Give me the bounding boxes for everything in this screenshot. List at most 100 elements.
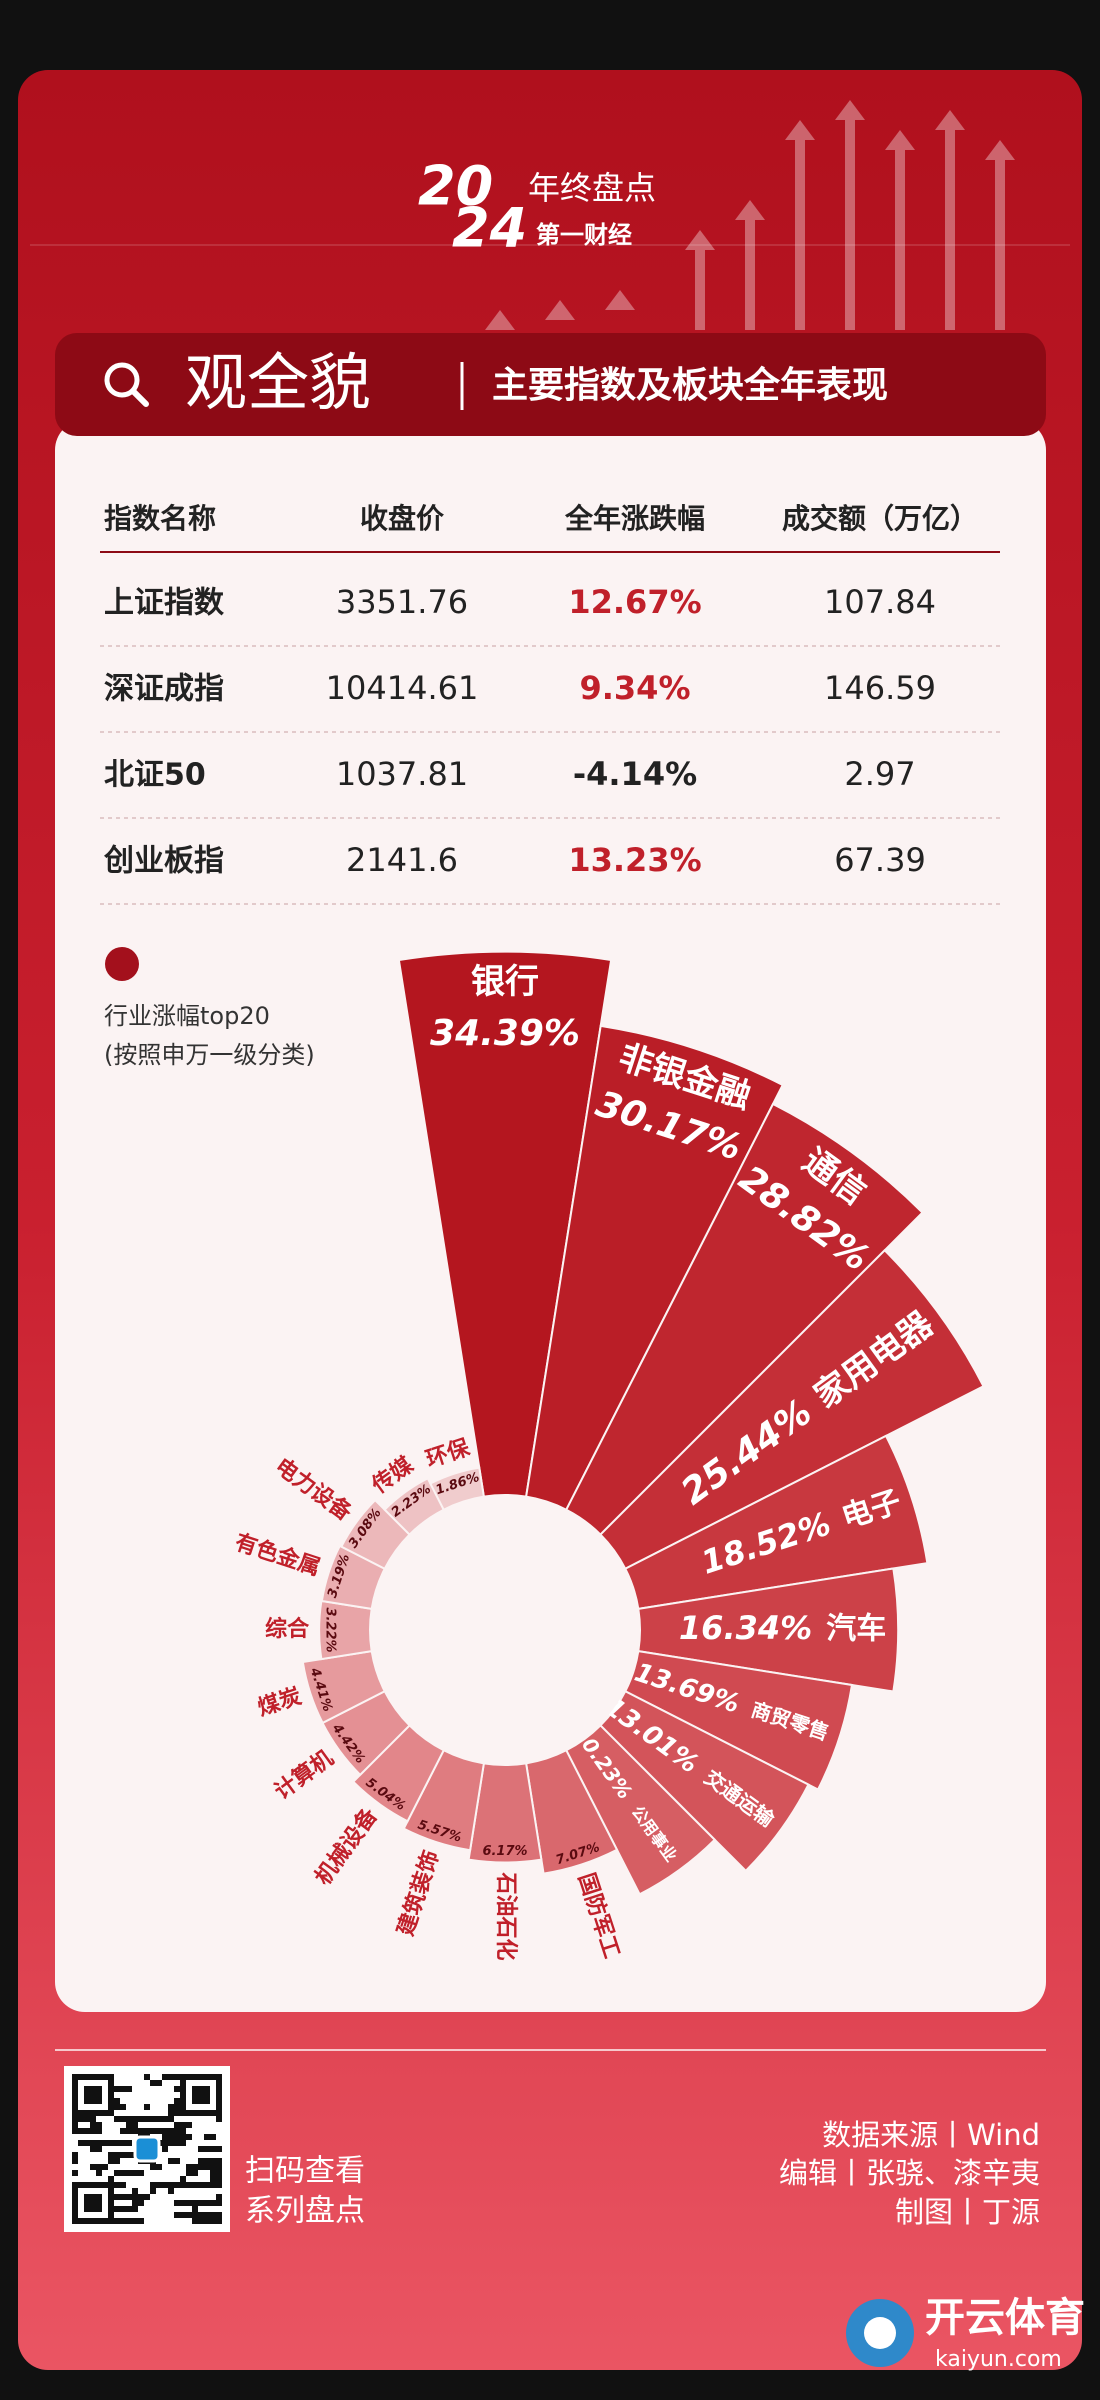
qr-module bbox=[138, 2194, 144, 2200]
table-cell: 146.59 bbox=[824, 669, 936, 707]
qr-module bbox=[198, 2092, 204, 2098]
qr-module bbox=[84, 2194, 90, 2200]
qr-module bbox=[216, 2218, 222, 2224]
year-top: 20 bbox=[418, 155, 493, 218]
qr-module bbox=[144, 2074, 150, 2080]
qr-module bbox=[114, 2116, 120, 2122]
table-cell: -4.14% bbox=[573, 755, 697, 793]
qr-module bbox=[96, 2122, 102, 2128]
qr-module bbox=[150, 2182, 156, 2188]
qr-module bbox=[216, 2200, 222, 2206]
qr-module bbox=[120, 2218, 126, 2224]
qr-module bbox=[174, 2086, 180, 2092]
qr-module bbox=[84, 2182, 90, 2188]
qr-module bbox=[204, 2098, 210, 2104]
watermark-logo-ball bbox=[864, 2317, 896, 2349]
qr-module bbox=[204, 2212, 210, 2218]
sector bbox=[599, 1248, 985, 1571]
qr-module bbox=[210, 2200, 216, 2206]
banner bbox=[55, 333, 1046, 436]
table-cell: 2.97 bbox=[844, 755, 915, 793]
qr-modules bbox=[72, 2074, 222, 2224]
sector bbox=[564, 1724, 717, 1896]
qr-module bbox=[210, 2146, 216, 2152]
qr-module bbox=[216, 2116, 222, 2122]
qr-module bbox=[126, 2206, 132, 2212]
qr-module bbox=[96, 2140, 102, 2146]
qr-module bbox=[120, 2170, 126, 2176]
qr-module bbox=[198, 2182, 204, 2188]
qr-module bbox=[174, 2074, 180, 2080]
table-cell: 12.67% bbox=[568, 583, 701, 621]
qr-module bbox=[168, 2074, 174, 2080]
qr-module bbox=[120, 2206, 126, 2212]
qr-module bbox=[138, 2128, 144, 2134]
qr-module bbox=[162, 2128, 168, 2134]
qr-module bbox=[138, 2170, 144, 2176]
header-title: 年终盘点 bbox=[528, 169, 656, 207]
arrow-decoration bbox=[485, 100, 1015, 330]
qr-module bbox=[162, 2140, 168, 2146]
qr-module bbox=[90, 2140, 96, 2146]
qr-module bbox=[108, 2140, 114, 2146]
qr-caption: 扫码查看 bbox=[245, 2154, 365, 2189]
qr-module bbox=[174, 2098, 180, 2104]
qr-module bbox=[90, 2206, 96, 2212]
sector bbox=[564, 1102, 924, 1536]
qr-module bbox=[120, 2104, 126, 2110]
qr-logo bbox=[133, 2135, 161, 2163]
qr-module bbox=[198, 2218, 204, 2224]
sector bbox=[301, 1649, 387, 1725]
qr-module bbox=[204, 2110, 210, 2116]
qr-module bbox=[108, 2080, 114, 2086]
qr-module bbox=[84, 2098, 90, 2104]
qr-module bbox=[90, 2086, 96, 2092]
qr-module bbox=[108, 2194, 114, 2200]
qr-module bbox=[192, 2092, 198, 2098]
qr-module bbox=[108, 2176, 114, 2182]
qr-module bbox=[186, 2200, 192, 2206]
qr-module bbox=[192, 2164, 198, 2170]
qr-module bbox=[96, 2128, 102, 2134]
qr-module bbox=[204, 2164, 210, 2170]
qr-module bbox=[132, 2206, 138, 2212]
qr-module bbox=[192, 2212, 198, 2218]
qr-module bbox=[192, 2182, 198, 2188]
qr-module bbox=[156, 2128, 162, 2134]
qr-module bbox=[114, 2140, 120, 2146]
search-icon bbox=[104, 362, 140, 398]
qr-module bbox=[150, 2128, 156, 2134]
qr-module bbox=[186, 2164, 192, 2170]
qr-module bbox=[156, 2116, 162, 2122]
qr-module bbox=[198, 2074, 204, 2080]
qr-module bbox=[204, 2182, 210, 2188]
qr-module bbox=[216, 2164, 222, 2170]
qr-module bbox=[126, 2128, 132, 2134]
qr-module bbox=[204, 2134, 210, 2140]
table-cell: 107.84 bbox=[824, 583, 936, 621]
qr-module bbox=[108, 2182, 114, 2188]
qr-module bbox=[72, 2104, 78, 2110]
qr-module bbox=[216, 2146, 222, 2152]
qr-module bbox=[72, 2182, 78, 2188]
qr-module bbox=[126, 2116, 132, 2122]
qr-module bbox=[174, 2200, 180, 2206]
sector bbox=[429, 1466, 486, 1512]
qr-module bbox=[192, 2206, 198, 2212]
qr-module bbox=[78, 2074, 84, 2080]
qr-module bbox=[180, 2134, 186, 2140]
qr-module bbox=[96, 2092, 102, 2098]
qr-module bbox=[138, 2200, 144, 2206]
table-cell: 9.34% bbox=[579, 669, 690, 707]
qr-module bbox=[204, 2200, 210, 2206]
qr-module bbox=[108, 2212, 114, 2218]
qr-module bbox=[180, 2080, 186, 2086]
qr-module bbox=[114, 2218, 120, 2224]
qr-module bbox=[132, 2122, 138, 2128]
qr-module bbox=[72, 2194, 78, 2200]
qr-module bbox=[96, 2206, 102, 2212]
qr-module bbox=[72, 2098, 78, 2104]
table-header-cell: 成交额（万亿） bbox=[782, 502, 978, 535]
qr-module bbox=[108, 2206, 114, 2212]
qr-module bbox=[114, 2086, 120, 2092]
